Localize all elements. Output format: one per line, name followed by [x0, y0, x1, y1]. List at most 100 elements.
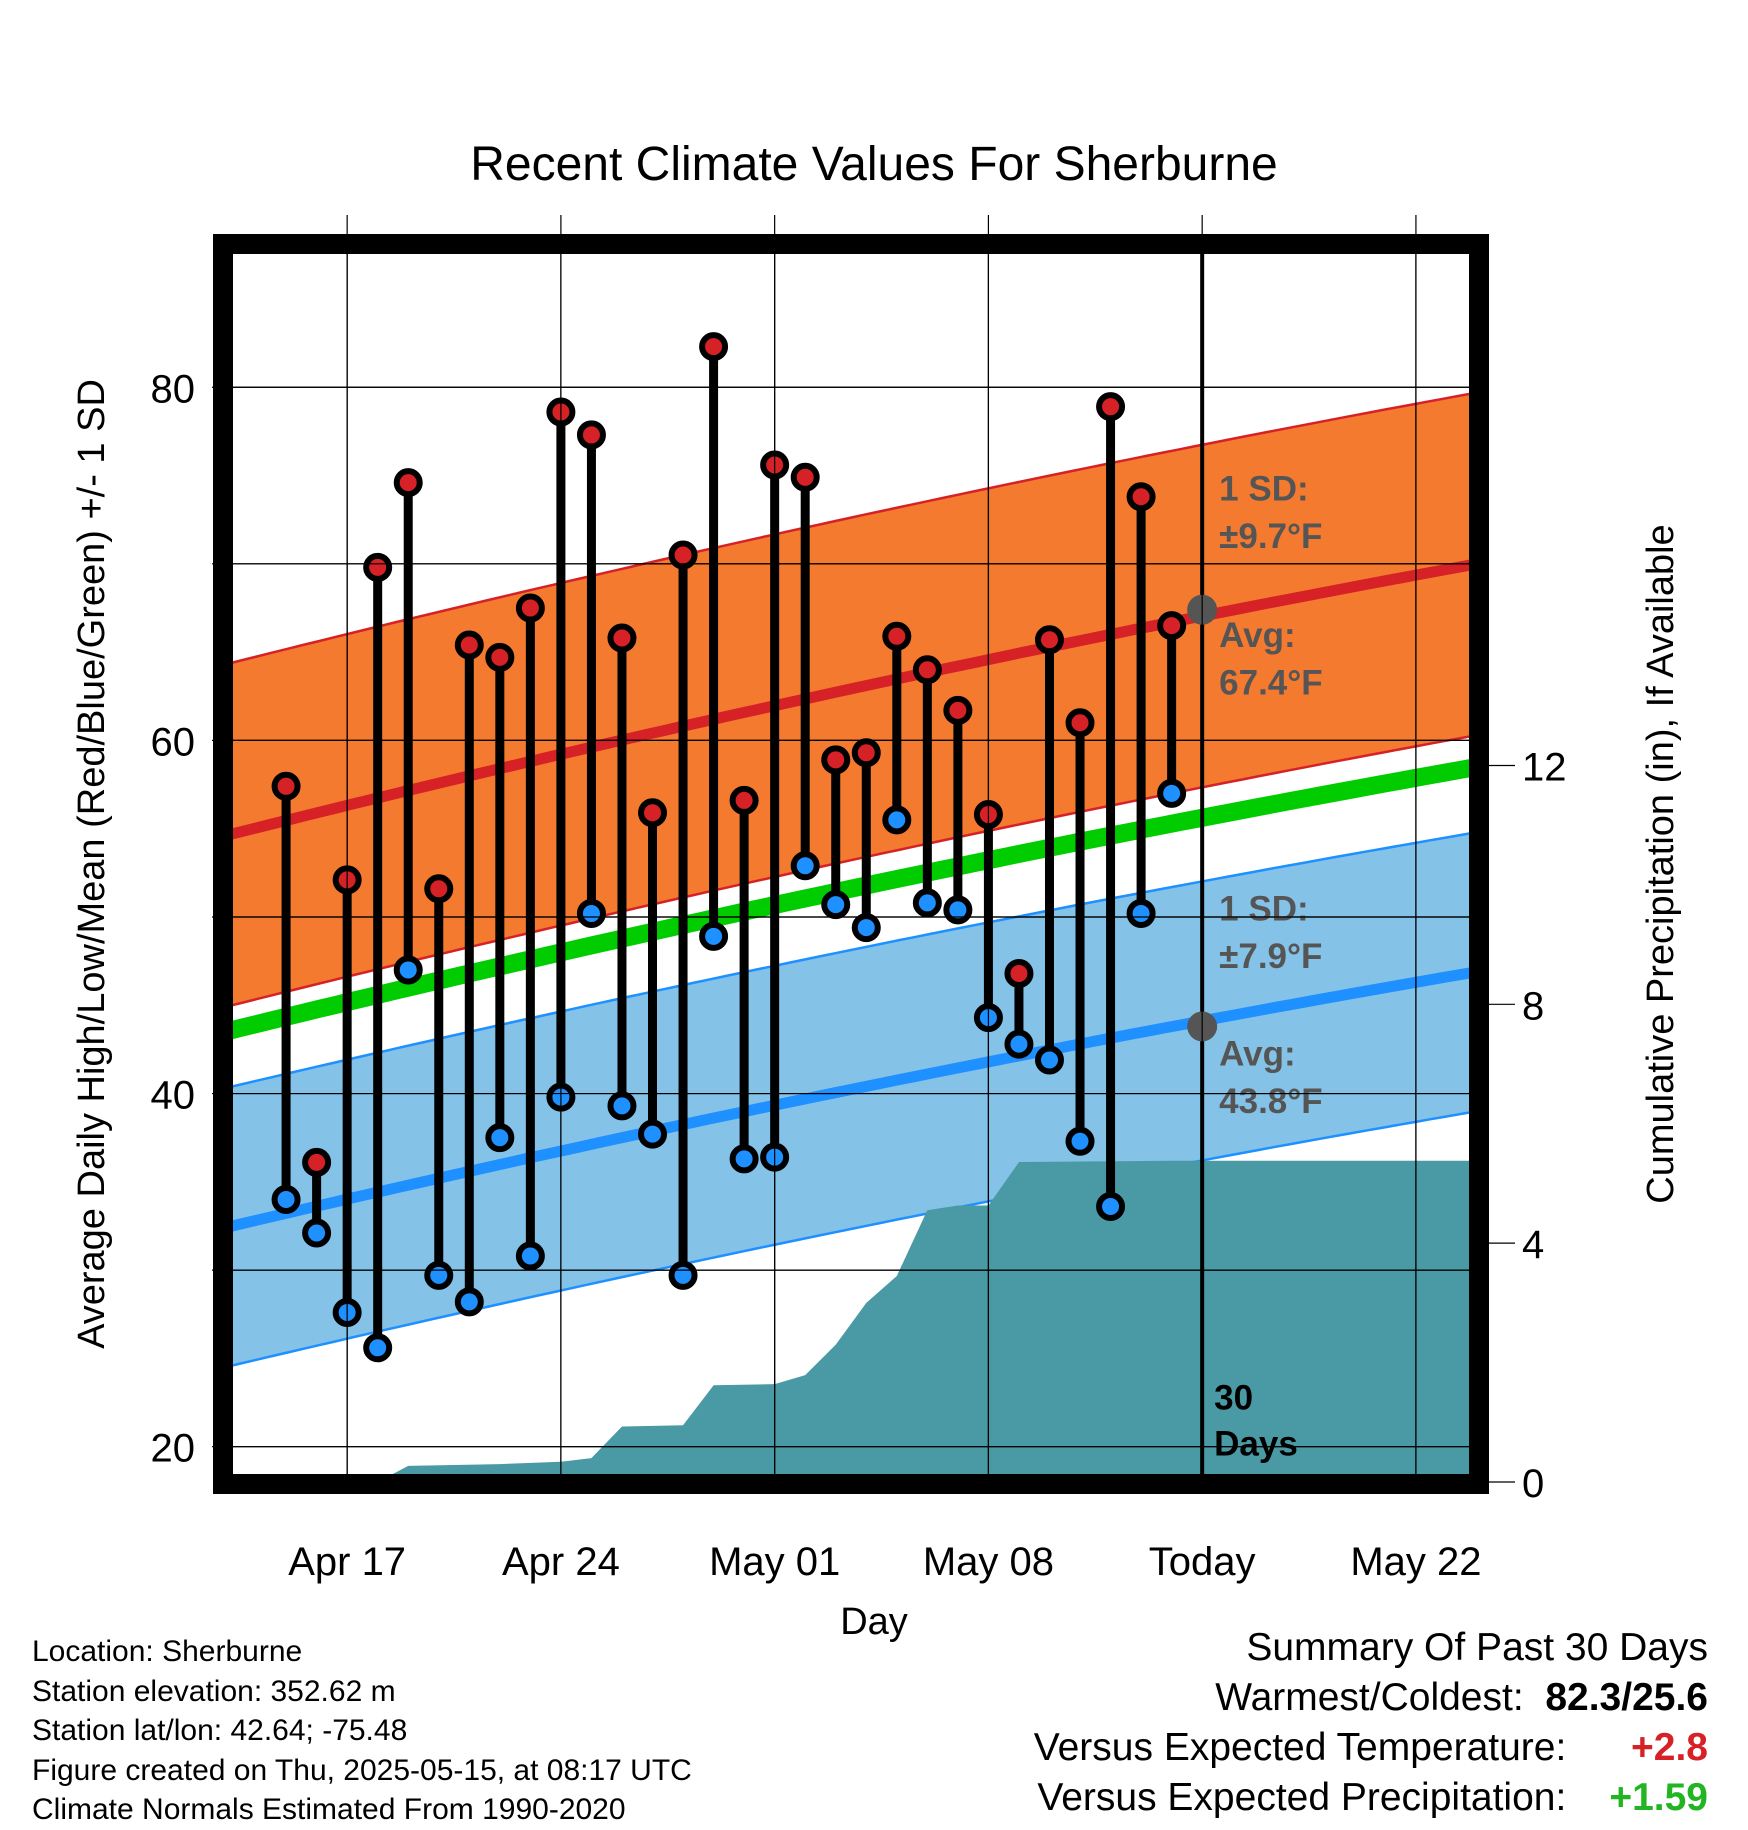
daily-high-point	[271, 771, 301, 801]
daily-high-point	[882, 621, 912, 651]
daily-low-point	[1065, 1126, 1095, 1156]
daily-high-point	[1126, 482, 1156, 512]
y-tick-label: 20	[151, 1427, 196, 1471]
daily-high-point	[729, 785, 759, 815]
daily-high-point	[851, 738, 881, 768]
daily-high-point	[485, 642, 515, 672]
normal-mean-line	[225, 758, 1477, 1041]
daily-high-point	[515, 593, 545, 623]
today-label-line1: 30	[1214, 1379, 1253, 1418]
daily-high-point	[1157, 611, 1187, 641]
daily-low-point	[607, 1091, 637, 1121]
normal-high-band	[225, 391, 1477, 1009]
plot-content: 1 SD: ±9.7°F Avg: 67.4°F 1 SD: ±7.9°F Avg: 43.8…	[225, 246, 1477, 1482]
daily-low-point	[363, 1333, 393, 1363]
daily-low-point	[729, 1144, 759, 1174]
axes: Apr 17 Apr 24 May 01 May 08 Today May 2220406…	[151, 215, 1567, 1584]
daily-low-point	[1096, 1192, 1126, 1222]
daily-low-point	[393, 955, 423, 985]
daily-low-point	[699, 921, 729, 951]
daily-high-point	[1065, 708, 1095, 738]
daily-high-point	[912, 655, 942, 685]
y-tick-label: 60	[151, 720, 196, 764]
x-tick-label: May 08	[923, 1540, 1054, 1584]
daily-high-point	[607, 623, 637, 653]
low-sd-label: 1 SD:	[1219, 890, 1308, 929]
daily-low-point	[1126, 898, 1156, 928]
station-info: Location: Sherburne Station elevation: 3…	[32, 1632, 692, 1830]
precip-area	[347, 1160, 1477, 1482]
daily-low-point	[485, 1123, 515, 1153]
low-avg-value: 43.8°F	[1219, 1082, 1323, 1121]
summary-warm-cold-value: 82.3/25.6	[1545, 1676, 1708, 1719]
summary-temp-label: Versus Expected Temperature:	[1033, 1726, 1567, 1769]
today-label-line2: Days	[1214, 1425, 1298, 1464]
daily-low-point	[790, 851, 820, 881]
daily-low-point	[1157, 778, 1187, 808]
daily-high-point	[424, 874, 454, 904]
daily-low-point	[638, 1119, 668, 1149]
summary-warm-cold-label: Warmest/Coldest:	[1215, 1676, 1524, 1719]
y-axis-label: Average Daily High/Low/Mean (Red/Blue/Gr…	[71, 379, 113, 1349]
summary-heading: Summary Of Past 30 Days	[1246, 1626, 1708, 1669]
daily-high-point	[943, 695, 973, 725]
low-avg-label: Avg:	[1219, 1034, 1295, 1073]
daily-high-point	[790, 462, 820, 492]
info-normals: Climate Normals Estimated From 1990-2020	[32, 1793, 626, 1826]
plot-area: 1 SD: ±9.7°F Avg: 67.4°F 1 SD: ±7.9°F Avg: 43.8…	[225, 246, 1477, 1482]
plot-frame	[213, 234, 1489, 1494]
daily-low-point	[912, 888, 942, 918]
y2-axis-label: Cumulative Precipitation (in), If Availa…	[1640, 524, 1682, 1203]
x-tick-label: Apr 17	[288, 1540, 406, 1584]
daily-high-point	[363, 552, 393, 582]
x-tick-label: Today	[1149, 1540, 1256, 1584]
daily-high-point	[668, 540, 698, 570]
daily-low-point	[851, 913, 881, 943]
high-avg-label: Avg:	[1219, 616, 1295, 655]
high-avg-value: 67.4°F	[1219, 663, 1323, 702]
info-latlon: Station lat/lon: 42.64; -75.48	[32, 1714, 408, 1747]
daily-low-point	[271, 1184, 301, 1214]
normal-low-line	[225, 966, 1477, 1234]
daily-low-point	[1034, 1045, 1064, 1075]
info-location: Location: Sherburne	[32, 1635, 303, 1668]
x-tick-label: Apr 24	[502, 1540, 620, 1584]
x-tick-label: May 22	[1350, 1540, 1481, 1584]
y2-tick-label: 0	[1522, 1462, 1544, 1506]
daily-low-point	[424, 1260, 454, 1290]
daily-high-point	[1004, 958, 1034, 988]
daily-high-point	[1096, 392, 1126, 422]
daily-high-point	[638, 798, 668, 828]
summary-precip-label: Versus Expected Precipitation:	[1037, 1776, 1567, 1819]
x-axis-label: Day	[840, 1601, 908, 1643]
daily-low-point	[821, 890, 851, 920]
daily-low-point	[454, 1287, 484, 1317]
daily-low-point	[668, 1260, 698, 1290]
summary-temp-value: +2.8	[1631, 1726, 1708, 1769]
summary-panel: Summary Of Past 30 Days Warmest/Coldest:…	[1034, 1623, 1708, 1823]
daily-high-point	[576, 420, 606, 450]
high-sd-label: 1 SD:	[1219, 469, 1308, 508]
info-elevation: Station elevation: 352.62 m	[32, 1674, 396, 1708]
daily-low-point	[1004, 1029, 1034, 1059]
high-sd-value: ±9.7°F	[1219, 517, 1322, 556]
y-tick-label: 40	[151, 1074, 196, 1118]
daily-low-point	[515, 1241, 545, 1271]
y2-tick-label: 4	[1522, 1223, 1544, 1267]
normal-high-line	[225, 558, 1477, 842]
daily-high-point	[454, 630, 484, 660]
daily-high-point	[821, 745, 851, 775]
info-created: Figure created on Thu, 2025-05-15, at 08…	[32, 1753, 692, 1787]
normal-low-band	[225, 830, 1477, 1369]
x-tick-label: May 01	[709, 1540, 840, 1584]
daily-high-point	[1034, 625, 1064, 655]
daily-low-point	[302, 1218, 332, 1248]
low-sd-value: ±7.9°F	[1219, 937, 1322, 976]
daily-low-point	[576, 898, 606, 928]
y2-tick-label: 8	[1522, 984, 1544, 1028]
y2-tick-label: 12	[1522, 745, 1567, 789]
daily-high-point	[302, 1147, 332, 1177]
summary-precip-value: +1.59	[1609, 1776, 1708, 1819]
chart-title: Recent Climate Values For Sherburne	[470, 138, 1278, 191]
